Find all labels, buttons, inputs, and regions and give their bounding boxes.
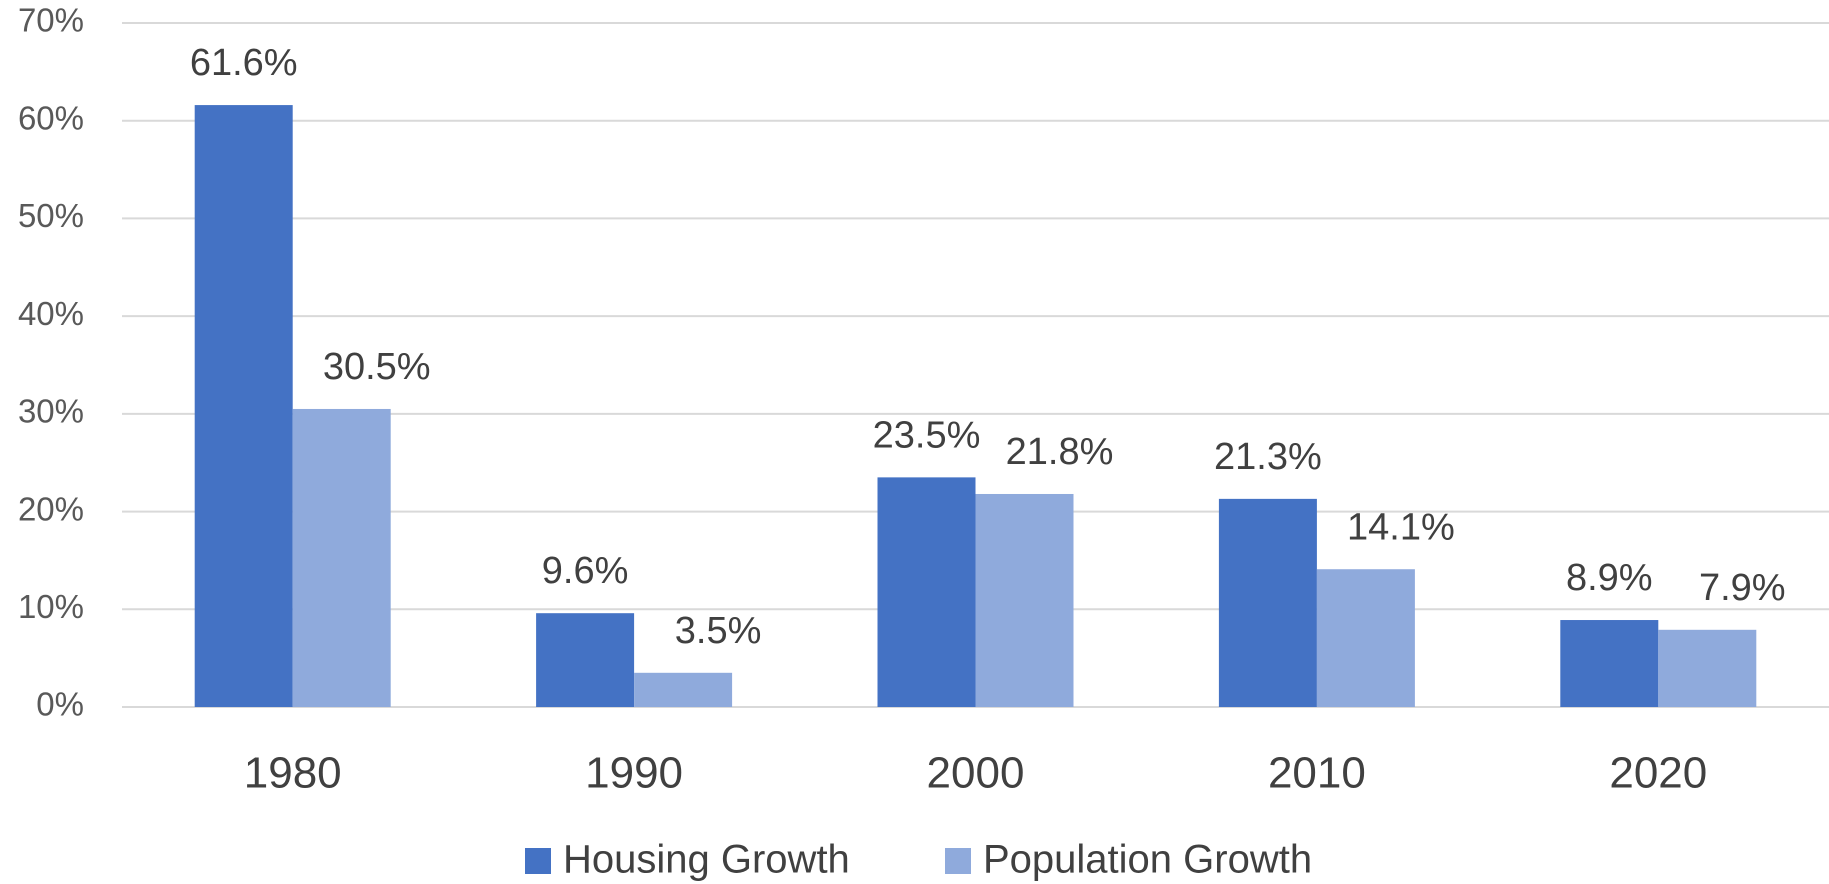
y-tick-label: 20%: [18, 490, 84, 527]
y-tick-label: 70%: [18, 2, 84, 39]
y-tick-label: 60%: [18, 99, 84, 136]
bar: [292, 408, 391, 707]
legend-swatch: [525, 848, 551, 874]
data-label: 30.5%: [323, 346, 431, 388]
legend-label: Housing Growth: [563, 838, 850, 882]
bar: [1316, 569, 1415, 707]
bar: [1560, 620, 1659, 707]
bar: [634, 672, 733, 707]
bar: [1218, 498, 1317, 707]
data-label: 21.3%: [1214, 436, 1322, 478]
legend-label: Population Growth: [983, 838, 1312, 882]
data-label: 9.6%: [542, 550, 629, 592]
x-tick-label: 2000: [927, 749, 1025, 798]
x-tick-label: 1990: [585, 749, 683, 798]
data-label: 7.9%: [1699, 567, 1786, 609]
x-tick-label: 2020: [1609, 749, 1707, 798]
bar: [1658, 629, 1757, 707]
y-tick-label: 50%: [18, 197, 84, 234]
y-tick-label: 0%: [36, 686, 84, 723]
data-label: 14.1%: [1347, 506, 1455, 548]
y-tick-label: 10%: [18, 588, 84, 625]
bar: [975, 493, 1074, 707]
x-tick-label: 1980: [244, 749, 342, 798]
data-label: 23.5%: [873, 414, 981, 456]
bar: [877, 477, 976, 707]
x-tick-label: 2010: [1268, 749, 1366, 798]
y-tick-label: 30%: [18, 393, 84, 430]
bar: [194, 105, 293, 707]
bar: [536, 613, 635, 707]
data-label: 21.8%: [1006, 431, 1114, 473]
data-label: 3.5%: [675, 610, 762, 652]
legend-swatch: [945, 848, 971, 874]
data-label: 8.9%: [1566, 557, 1653, 599]
data-label: 61.6%: [190, 42, 298, 84]
y-tick-label: 40%: [18, 295, 84, 332]
